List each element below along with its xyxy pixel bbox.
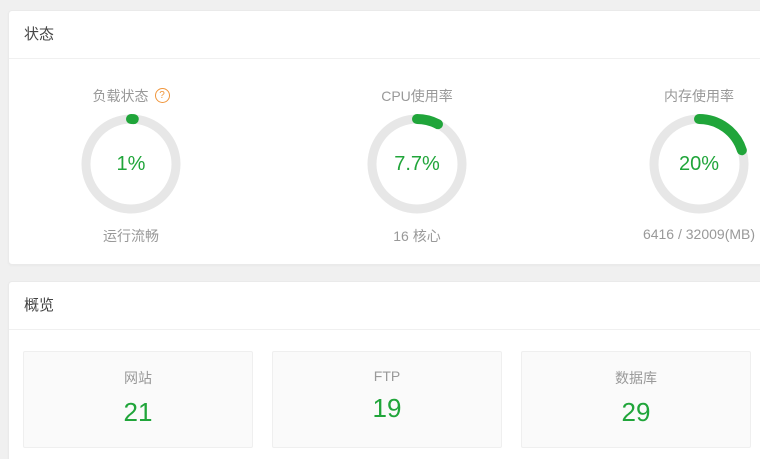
cpu-ring-arc	[367, 114, 467, 214]
websites-card-label: 网站	[124, 370, 152, 386]
help-icon[interactable]: ?	[154, 88, 170, 103]
load-gauge-value: 1%	[116, 152, 146, 175]
websites-card-value: 21	[123, 397, 153, 427]
database-card-label: 数据库	[615, 370, 657, 386]
memory-gauge-subtitle: 6416 / 32009(MB)	[642, 226, 756, 242]
database-card-value: 29	[621, 397, 651, 427]
memory-gauge-label: 内存使用率	[624, 87, 760, 104]
load-gauge: 负载状态 ? 1% 运行流畅	[56, 87, 206, 246]
database-card[interactable]: 数据库 29	[521, 351, 751, 448]
memory-gauge-value: 20%	[678, 152, 720, 175]
load-gauge-subtitle: 运行流畅	[103, 228, 159, 244]
status-panel-title: 状态	[9, 11, 760, 59]
memory-gauge-ring: 20%	[645, 110, 753, 218]
load-gauge-label-text: 负载状态	[92, 87, 149, 104]
overview-panel-title: 概览	[9, 282, 760, 330]
cpu-gauge-label-text: CPU使用率	[381, 87, 453, 104]
cpu-gauge-value: 7.7%	[394, 152, 440, 175]
cpu-gauge-ring: 7.7%	[363, 110, 471, 218]
ftp-card[interactable]: FTP 19	[272, 351, 502, 448]
overview-cards-row: 网站 21 FTP 19 数据库 29	[9, 330, 760, 448]
load-gauge-ring: 1%	[77, 110, 185, 218]
websites-card[interactable]: 网站 21	[23, 351, 253, 448]
load-ring-arc	[81, 114, 181, 214]
status-panel: 状态 负载状态 ? 1% 运行流畅 CPU使用率 7.7% 16 核心	[8, 10, 760, 265]
cpu-gauge: CPU使用率 7.7% 16 核心	[342, 87, 492, 246]
memory-gauge: 内存使用率 20% 6416 / 32009(MB)	[624, 87, 760, 243]
memory-gauge-label-text: 内存使用率	[664, 87, 734, 104]
cpu-gauge-subtitle: 16 核心	[393, 228, 441, 244]
overview-panel: 概览 网站 21 FTP 19 数据库 29	[8, 281, 760, 459]
ftp-card-value: 19	[372, 393, 402, 423]
memory-ring-arc	[649, 114, 749, 214]
load-gauge-label: 负载状态 ?	[56, 87, 206, 104]
ftp-card-label: FTP	[373, 368, 401, 384]
cpu-gauge-label: CPU使用率	[342, 87, 492, 104]
